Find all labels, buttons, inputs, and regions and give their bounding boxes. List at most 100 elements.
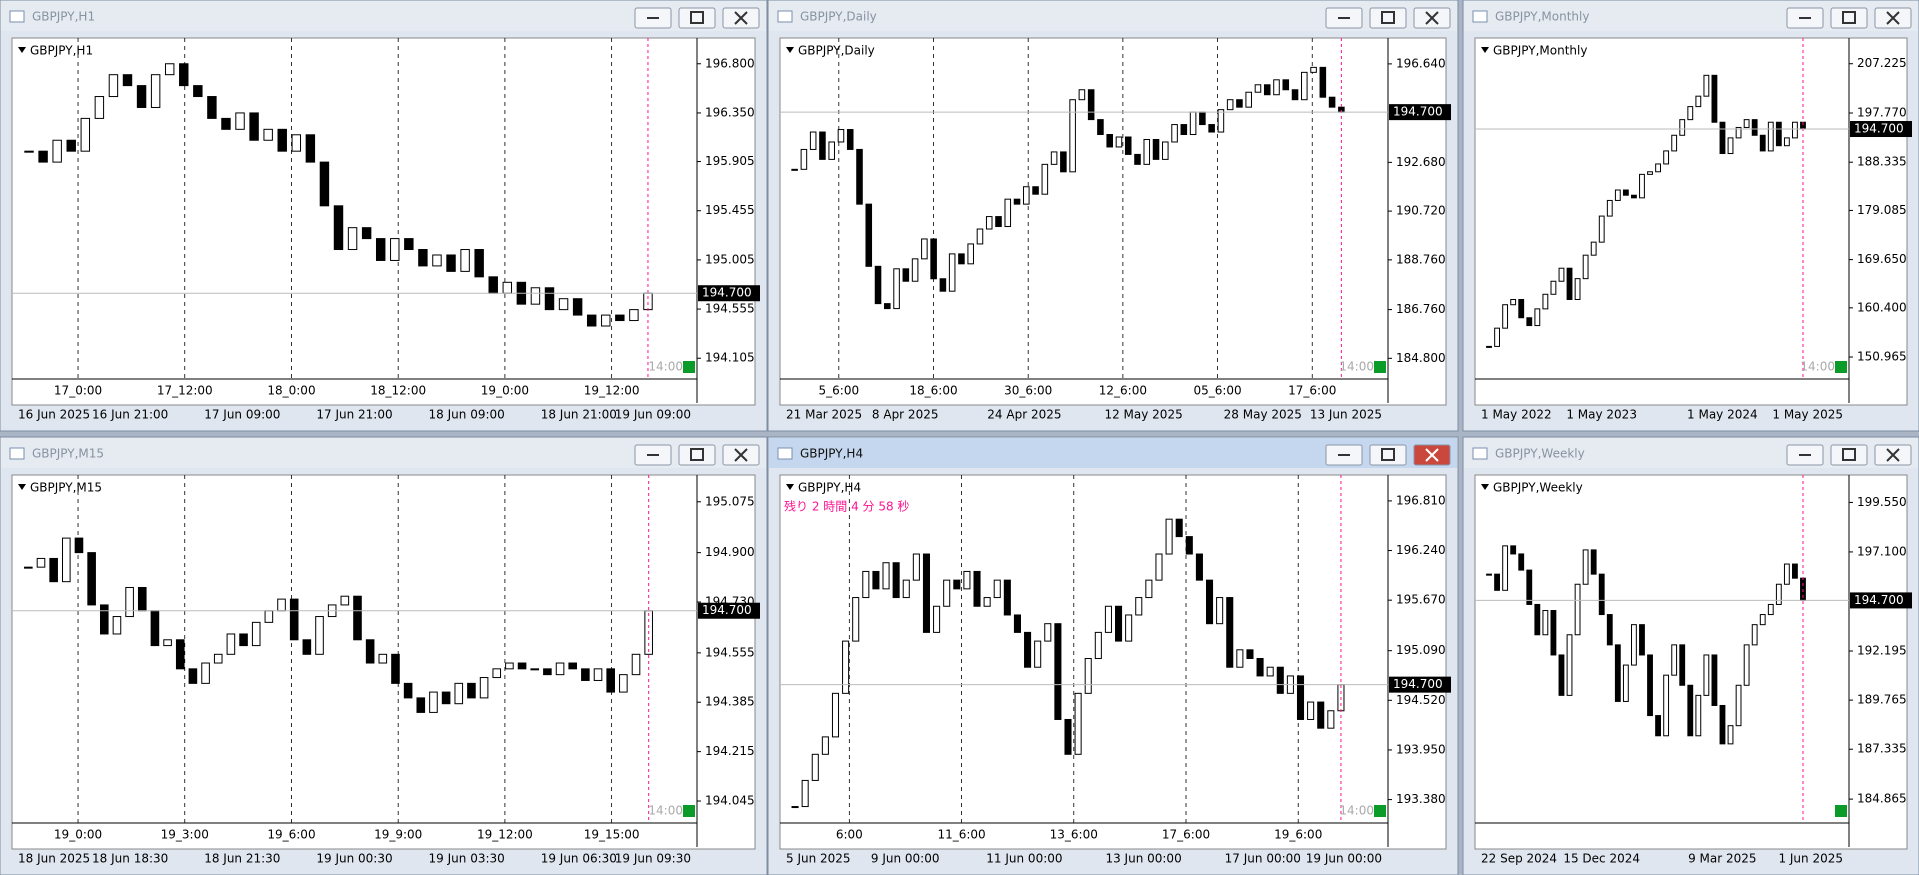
window-icon (1472, 10, 1488, 23)
candle (1727, 137, 1734, 155)
candle (1094, 631, 1102, 660)
candle (1590, 241, 1597, 256)
candle (1185, 536, 1193, 555)
candle (882, 562, 890, 590)
price-label-box (1850, 592, 1912, 609)
candle (163, 639, 172, 647)
candle (1124, 136, 1132, 155)
inner-time-label: 19_12:00 (477, 828, 533, 842)
candle (179, 63, 189, 87)
candle (993, 579, 1001, 599)
maximize-button[interactable] (678, 444, 716, 466)
candle (1598, 215, 1605, 243)
window-icon (1472, 447, 1488, 460)
inner-time-label: 12_6:00 (1099, 384, 1147, 398)
candle (1034, 640, 1042, 668)
y-tick-label: 196.240 (1396, 543, 1446, 557)
candle (112, 616, 122, 635)
status-indicator (1835, 805, 1847, 817)
candle (74, 537, 84, 554)
maximize-glyph (690, 448, 704, 461)
candle (558, 298, 569, 311)
y-tick-label: 194.105 (705, 351, 755, 365)
maximize-button[interactable] (1369, 444, 1407, 466)
candle (1226, 99, 1234, 111)
candle (586, 314, 597, 327)
chart-label-arrow (786, 47, 794, 53)
candle (939, 278, 947, 292)
x-tick-label: 17 Jun 00:00 (1225, 852, 1301, 866)
y-tick-label: 207.225 (1857, 56, 1907, 70)
candle (1582, 254, 1589, 280)
candle (1727, 725, 1734, 745)
price-label-box (1389, 104, 1451, 121)
chart-window: GBPJPY,Daily GBPJPY,Daily 196.640 192.680 19… (767, 0, 1459, 432)
candle (1743, 644, 1750, 686)
maximize-button[interactable] (678, 7, 716, 29)
y-tick-label: 194.215 (705, 744, 755, 758)
candle (856, 148, 863, 205)
candle (811, 753, 819, 781)
candle (1266, 666, 1274, 677)
candle (1165, 518, 1173, 555)
candle (1050, 151, 1058, 165)
candle (353, 595, 362, 641)
candle (80, 117, 91, 152)
maximize-button[interactable] (1830, 444, 1868, 466)
candle (24, 150, 34, 153)
candle (1023, 186, 1030, 205)
candle (1663, 150, 1670, 165)
candle (842, 640, 850, 694)
candle (66, 139, 76, 152)
x-tick-label: 9 Mar 2025 (1688, 852, 1756, 866)
inner-time-label: 6:00 (836, 828, 863, 842)
chart-label: GBPJPY,Weekly (1493, 481, 1583, 495)
x-tick-label: 11 Jun 00:00 (986, 852, 1062, 866)
candle (1719, 704, 1726, 745)
inner-time-label: 19_0:00 (54, 828, 102, 842)
candle (1695, 95, 1702, 108)
inner-time-label: 18_12:00 (370, 384, 426, 398)
maximize-button[interactable] (1369, 7, 1407, 29)
candle (1518, 298, 1525, 319)
candle (1307, 701, 1315, 720)
candle (249, 112, 259, 141)
y-tick-label: 194.555 (705, 302, 755, 316)
candle (125, 586, 134, 618)
maximize-button[interactable] (1830, 7, 1868, 29)
candle (1494, 327, 1500, 347)
candle (1319, 66, 1327, 98)
candle (375, 238, 386, 261)
candle (819, 131, 826, 160)
candle (361, 227, 372, 240)
inner-time-label: 05_6:00 (1193, 384, 1241, 398)
candle (1526, 317, 1533, 327)
candle (1775, 121, 1782, 147)
candle (36, 557, 46, 568)
close-glyph (1425, 11, 1439, 25)
candle (1759, 614, 1766, 626)
y-tick-label: 197.770 (1857, 106, 1907, 120)
y-tick-label: 196.640 (1396, 56, 1446, 70)
candle (1180, 124, 1188, 136)
candle (1598, 573, 1605, 616)
window-title: GBPJPY,H1 (32, 10, 95, 24)
candle (933, 605, 941, 633)
candle (1767, 121, 1774, 152)
candle (404, 238, 414, 251)
candle (1767, 603, 1774, 616)
candle (136, 85, 147, 108)
candle (1558, 654, 1565, 696)
x-tick-label: 18 Jun 21:30 (204, 852, 280, 866)
y-tick-label: 196.810 (1396, 493, 1446, 507)
y-tick-label: 192.195 (1857, 644, 1907, 658)
y-tick-label: 193.380 (1396, 792, 1446, 806)
candle (791, 168, 798, 171)
inner-time-label: 5_6:00 (819, 384, 860, 398)
candle (930, 238, 937, 280)
candle (1671, 134, 1678, 152)
candle (24, 566, 33, 569)
x-tick-label: 18 Jun 2025 (18, 852, 90, 866)
candle (1317, 701, 1325, 729)
candle (1783, 137, 1790, 147)
